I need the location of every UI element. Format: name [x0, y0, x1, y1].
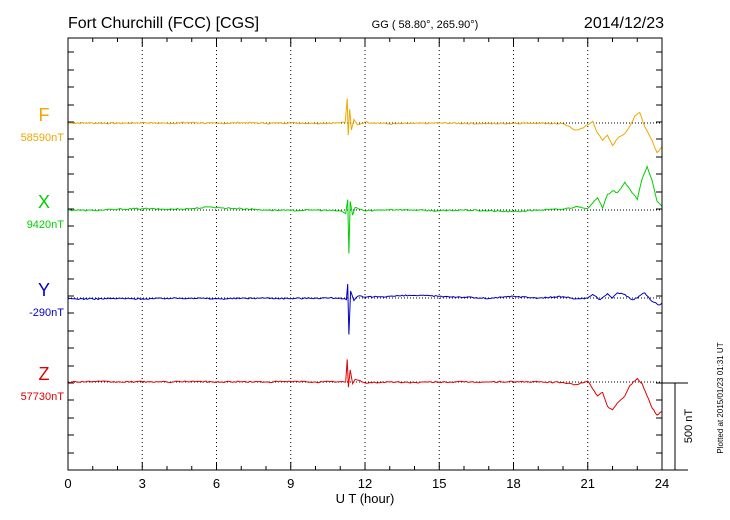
- coordinates-label: GG ( 58.80°, 265.90°): [372, 19, 479, 31]
- x-tick-label: 12: [358, 476, 372, 491]
- scale-bar-label: 500 nT: [683, 409, 695, 444]
- x-tick-label: 18: [506, 476, 520, 491]
- x-tick-label: 0: [64, 476, 71, 491]
- scale-bar: 500 nT: [662, 382, 695, 471]
- grid-lines: [141, 38, 589, 470]
- x-tick-label: 21: [581, 476, 595, 491]
- series-name-z: Z: [39, 364, 50, 384]
- series-baseline-value-x: 9420nT: [27, 219, 65, 231]
- series-name-x: X: [38, 192, 50, 212]
- plotted-timestamp: Plotted at 2015/01/23 01:31 UT: [716, 342, 725, 453]
- series-traces: [67, 98, 663, 416]
- series-line-z: [67, 359, 663, 416]
- series-baseline-value-z: 57730nT: [21, 391, 65, 403]
- x-axis-label: U T (hour): [336, 491, 395, 506]
- x-tick-labels: 0 3 6 9 12 15 18 21 24: [64, 476, 669, 491]
- x-tick-label: 6: [213, 476, 220, 491]
- plot-frame: [67, 37, 663, 471]
- x-tick-label: 3: [139, 476, 146, 491]
- series-baseline-value-f: 58590nT: [21, 132, 65, 144]
- series-name-f: F: [39, 105, 50, 125]
- series-baseline-value-y: -290nT: [29, 307, 64, 319]
- series-labels: F 58590nT X 9420nT Y -290nT Z 57730nT: [21, 105, 65, 403]
- x-tick-label: 15: [432, 476, 446, 491]
- series-line-y: [67, 284, 663, 335]
- x-tick-label: 9: [287, 476, 294, 491]
- series-line-f: [68, 98, 663, 154]
- series-name-y: Y: [38, 280, 50, 300]
- x-tick-label: 24: [655, 476, 669, 491]
- series-line-x: [67, 164, 663, 254]
- date-label: 2014/12/23: [584, 15, 664, 32]
- baseline-lines: [68, 122, 662, 383]
- axis-ticks: [67, 38, 663, 471]
- chart-title: Fort Churchill (FCC) [CGS]: [68, 15, 259, 32]
